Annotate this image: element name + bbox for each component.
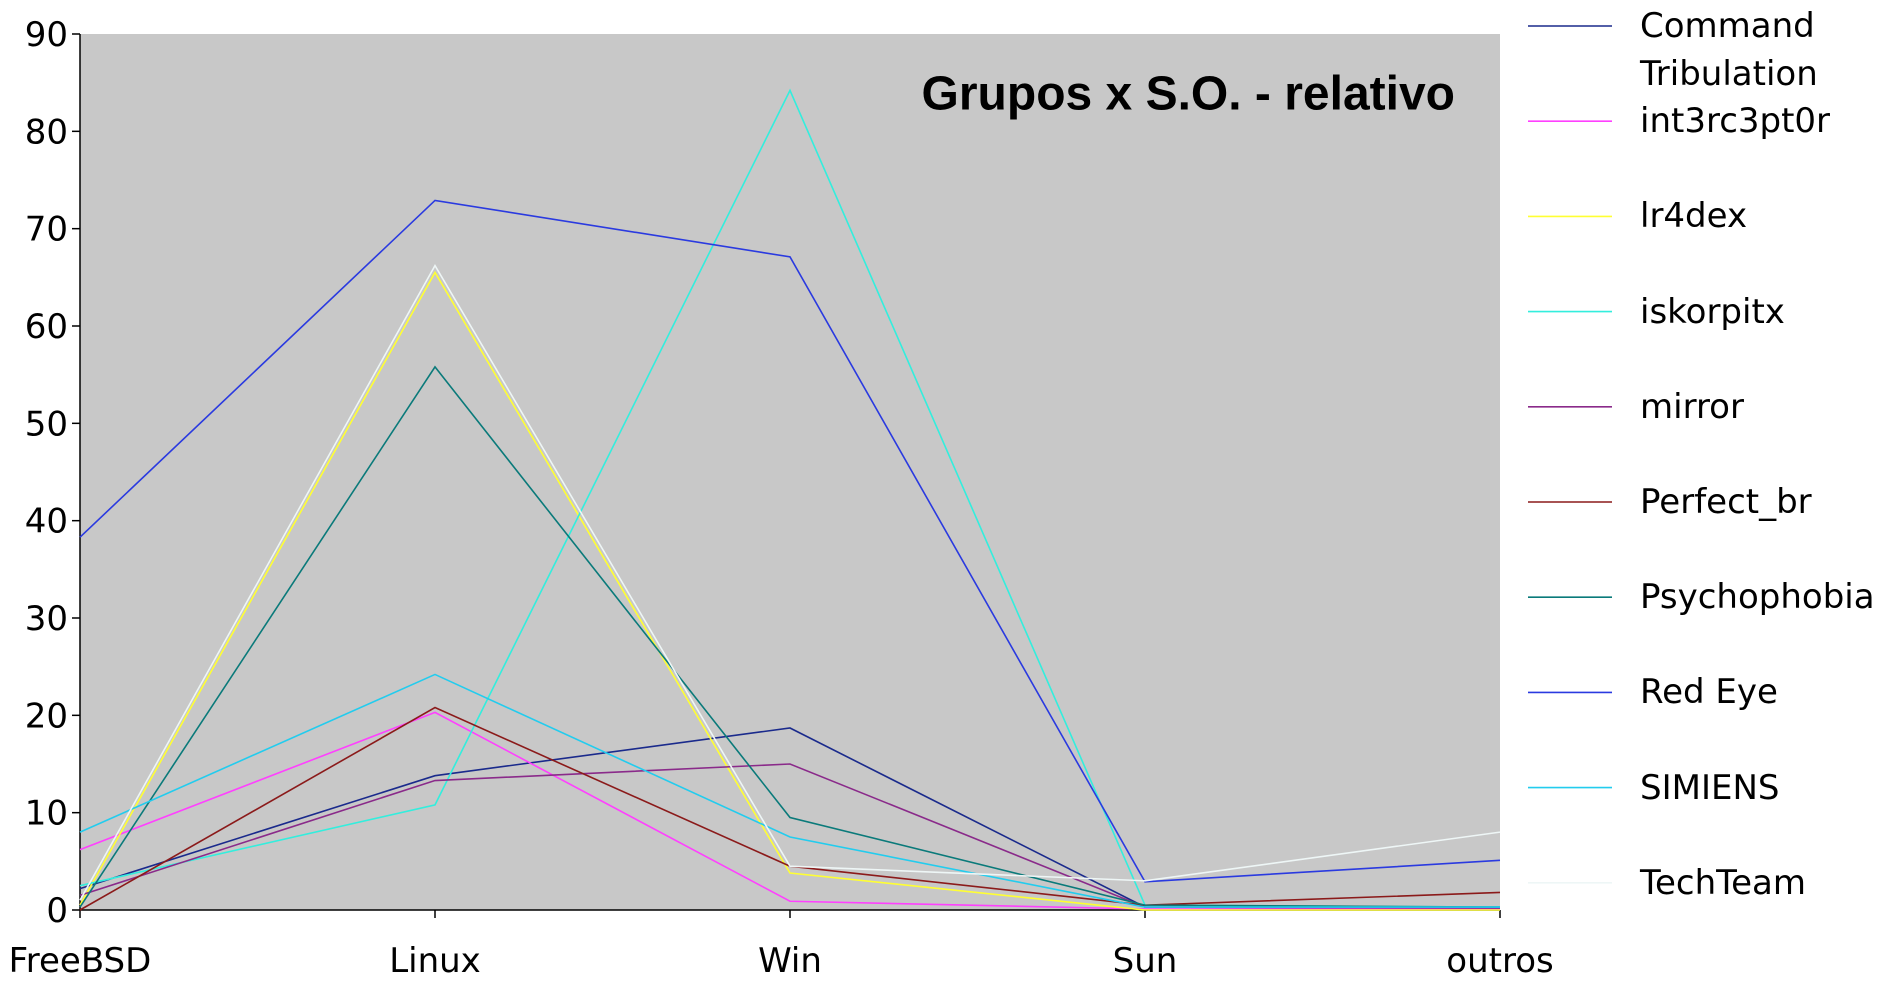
series-line (79, 673, 1500, 908)
chart-title: Grupos x S.O. - relativo (922, 68, 1455, 121)
series-line (79, 264, 1501, 901)
y-tick-label: 60 (25, 307, 68, 347)
legend-label: lr4dex (1640, 196, 1748, 237)
x-tick-label: Linux (389, 941, 481, 981)
x-tick-label: Sun (1113, 941, 1178, 981)
x-tick-label: Win (758, 941, 822, 981)
y-tick-label: 30 (25, 599, 68, 639)
series-line (79, 711, 1500, 910)
y-tick-label: 20 (25, 696, 68, 736)
y-tick-label: 40 (25, 502, 68, 542)
series-line (79, 365, 1501, 908)
y-tick-label: 10 (25, 794, 68, 834)
x-tick-label: outros (1446, 941, 1553, 981)
x-tick-label: FreeBSD (9, 941, 152, 981)
y-tick-label: 70 (25, 210, 68, 250)
legend-label: int3rc3pt0r (1640, 101, 1831, 142)
y-tick-label: 0 (46, 891, 68, 931)
y-tick-label: 90 (25, 15, 68, 55)
legend-label: Red Eye (1640, 672, 1778, 713)
series-line (79, 199, 1501, 883)
legend-label: SIMIENS (1640, 767, 1780, 808)
legend-label: Psychophobia (1640, 577, 1875, 618)
y-tick-label: 50 (25, 404, 68, 444)
series-line (79, 270, 1500, 911)
legend-label: iskorpitx (1640, 291, 1785, 332)
plot-area (80, 34, 1500, 910)
y-tick-label: 80 (25, 112, 68, 152)
legend-label: TechTeam (1640, 862, 1807, 903)
legend-label: Perfect_br (1640, 482, 1812, 522)
legend-label: Command Tribulation (1640, 6, 1818, 94)
legend-label: mirror (1640, 386, 1744, 427)
